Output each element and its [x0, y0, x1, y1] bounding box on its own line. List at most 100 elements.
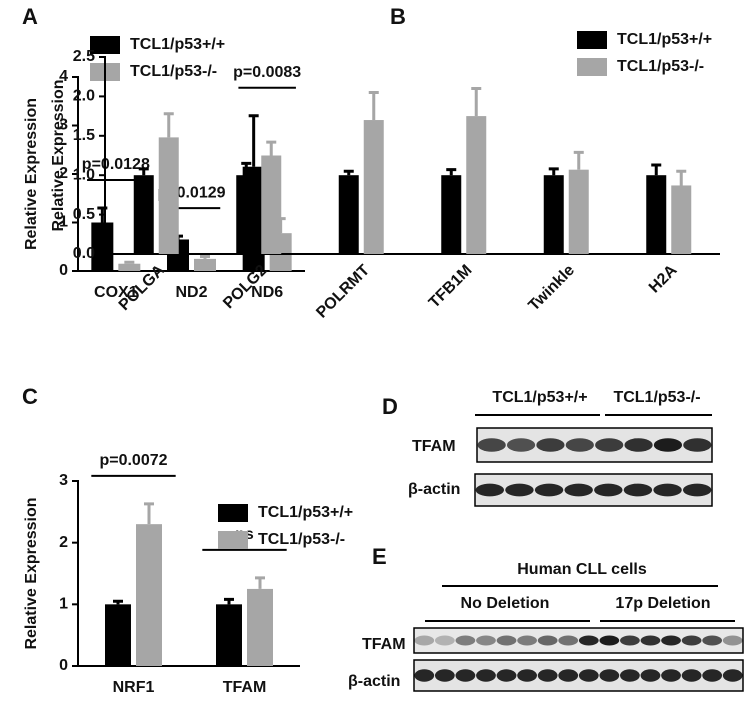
blot-band	[594, 483, 623, 497]
panel-letter: B	[390, 4, 406, 29]
blot-band	[536, 438, 565, 452]
error-bar	[200, 254, 210, 259]
y-tick-label: 2.0	[73, 88, 95, 105]
blot-band	[595, 438, 624, 452]
blot-band	[558, 635, 579, 646]
y-axis-label: Relative Expression	[23, 98, 40, 250]
significance-label: p=0.0128	[82, 156, 150, 173]
bar	[118, 263, 141, 271]
legend-swatch	[90, 36, 120, 54]
blot-band	[620, 635, 640, 646]
blot-band	[722, 669, 743, 682]
blot-band	[537, 669, 558, 682]
blot-band	[517, 635, 537, 646]
legend-label: TCL1/p53+/+	[258, 504, 353, 521]
x-tick-label: NRF1	[113, 679, 155, 696]
blot-band	[496, 669, 517, 682]
group-label: 17p Deletion	[615, 595, 710, 612]
row-label: TFAM	[362, 636, 406, 653]
blot-band	[681, 669, 702, 682]
y-tick-label: 4	[59, 68, 68, 85]
y-tick-label: 0.5	[73, 206, 95, 223]
error-bar	[446, 168, 457, 176]
y-tick-label: 1.0	[73, 166, 95, 183]
significance-label: p=0.0083	[233, 64, 301, 81]
blot-band	[434, 635, 455, 646]
group-label: TCL1/p53+/+	[492, 389, 587, 406]
row-label: β-actin	[408, 481, 460, 498]
y-tick-label: 2	[59, 165, 68, 182]
panel-letter: E	[372, 544, 387, 569]
y-tick-label: 2.5	[73, 48, 95, 65]
blot-band	[599, 669, 620, 682]
y-tick-label: 1	[59, 596, 68, 613]
bar	[568, 169, 589, 254]
y-tick-label: 0.0	[73, 245, 95, 262]
x-tick-label: Twinkle	[525, 262, 578, 315]
blot-band	[702, 635, 723, 646]
legend-label: TCL1/p53-/-	[258, 531, 345, 548]
blot-band	[702, 669, 723, 682]
blot-band	[681, 635, 702, 646]
bar	[105, 604, 131, 666]
group-label: No Deletion	[461, 595, 550, 612]
bar	[466, 116, 487, 254]
blot-band	[653, 483, 682, 497]
error-bar	[266, 140, 277, 156]
x-tick-label: H2A	[646, 261, 681, 296]
x-tick-label: TFB1M	[426, 262, 476, 312]
error-bar	[651, 163, 662, 176]
error-bar	[163, 112, 174, 138]
error-bar	[676, 169, 687, 186]
error-bar	[368, 90, 379, 121]
bar	[194, 258, 216, 271]
blot-band	[455, 669, 476, 682]
error-bar	[343, 169, 354, 176]
blot-band	[640, 669, 661, 682]
error-bar	[241, 161, 252, 176]
error-bar	[548, 167, 559, 176]
error-bar	[471, 87, 482, 117]
blot-band	[434, 669, 455, 682]
x-tick-label: TFAM	[223, 679, 267, 696]
y-tick-label: 0	[59, 657, 68, 674]
y-tick-label: 1.5	[73, 127, 95, 144]
blot-band	[624, 438, 653, 452]
blot-band	[620, 669, 640, 682]
blot-band	[537, 635, 558, 646]
row-label: TFAM	[412, 438, 456, 455]
y-tick-label: 1	[59, 214, 68, 231]
legend-swatch	[577, 31, 607, 49]
group-label: TCL1/p53-/-	[613, 389, 700, 406]
bar	[441, 175, 462, 254]
blot-band	[683, 438, 712, 452]
bar	[338, 175, 359, 254]
x-tick-label: ND2	[175, 284, 207, 301]
bar	[261, 155, 282, 254]
legend-label: TCL1/p53+/+	[130, 36, 225, 53]
bar	[363, 120, 384, 254]
blot-title: Human CLL cells	[517, 561, 647, 578]
blot-band	[476, 669, 496, 682]
blot-band	[496, 635, 517, 646]
blot-band	[661, 669, 681, 682]
bar	[543, 175, 564, 254]
blot-band	[599, 635, 620, 646]
blot-band	[505, 483, 534, 497]
blot-band	[565, 438, 594, 452]
error-bar	[255, 576, 265, 589]
error-bar	[573, 150, 584, 170]
y-tick-label: 3	[59, 472, 68, 489]
y-axis-label: Relative Expression	[23, 497, 40, 649]
x-tick-label: POLRMT	[313, 262, 373, 322]
blot-band	[477, 438, 506, 452]
legend-label: TCL1/p53-/-	[617, 58, 704, 75]
blot-band	[414, 635, 435, 646]
bar	[646, 175, 667, 254]
blot-band	[653, 438, 683, 452]
blot-band	[682, 483, 712, 497]
y-tick-label: 0	[59, 262, 68, 279]
blot-band	[455, 635, 476, 646]
